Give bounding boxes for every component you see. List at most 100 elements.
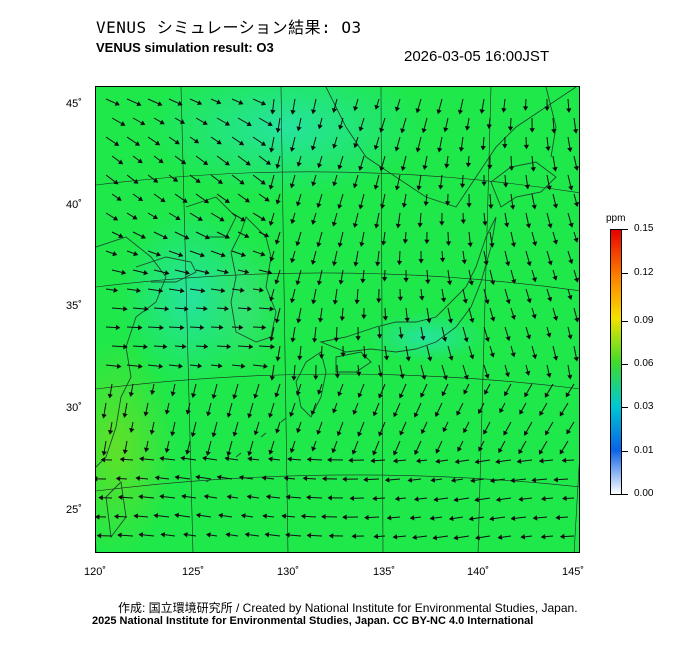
wind-arrow-head	[261, 324, 267, 331]
wind-arrow-head	[134, 141, 141, 146]
wind-arrow-head	[149, 429, 155, 435]
wind-arrow-head	[100, 457, 106, 463]
wind-arrow-head	[290, 258, 296, 264]
colorbar-tick	[622, 407, 628, 408]
wind-arrow-head	[203, 343, 209, 350]
wind-arrow-head	[312, 338, 318, 343]
wind-arrow-head	[484, 299, 490, 305]
wind-arrow-head	[475, 534, 480, 541]
wind-arrow-head	[438, 185, 444, 190]
wind-arrow-head	[545, 146, 551, 152]
wind-arrow-head	[264, 232, 270, 238]
korea-coast	[230, 216, 277, 343]
wind-arrow-head	[179, 324, 185, 331]
colorbar-unit: ppm	[606, 213, 626, 224]
wind-arrow-head	[489, 515, 495, 522]
wind-arrow-head	[501, 108, 507, 113]
wind-arrow-head	[444, 163, 450, 169]
wind-arrow-head	[484, 373, 490, 379]
wind-arrow-head	[544, 392, 550, 398]
wind-arrow-head	[275, 163, 281, 169]
wind-arrow-head	[289, 448, 295, 454]
wind-arrow-head	[311, 181, 317, 187]
wind-arrow-head	[359, 242, 365, 247]
wind-arrow-head	[421, 128, 427, 134]
wind-arrow-head	[306, 494, 311, 501]
wind-arrow-head	[375, 261, 381, 267]
wind-arrow-head	[195, 474, 201, 480]
wind-arrow-head	[306, 456, 312, 463]
copyright-line: 2025 National Institute for Environmenta…	[92, 615, 534, 627]
wind-arrow-head	[358, 204, 364, 210]
wind-arrow-head	[434, 411, 440, 417]
wind-arrow-head	[495, 458, 501, 465]
wind-arrow-head	[394, 495, 400, 502]
wind-arrow-head	[101, 413, 107, 419]
wind-arrow-head	[518, 496, 523, 502]
wind-arrow-head	[296, 318, 302, 324]
wind-arrow-head	[179, 119, 186, 124]
wind-arrow-head	[342, 476, 347, 482]
wind-arrow-head	[526, 261, 532, 267]
wind-arrow-head	[448, 515, 454, 522]
wind-arrow-head	[551, 129, 557, 134]
wind-arrow-head	[547, 296, 553, 302]
wind-arrow-head	[566, 108, 572, 113]
wind-arrow-head	[317, 163, 323, 169]
title-japanese: VENUS シミュレーション結果: O3	[96, 18, 362, 37]
wind-arrow-head	[337, 391, 343, 397]
wind-arrow-head	[113, 287, 119, 293]
wind-arrow-head	[525, 370, 531, 376]
wind-arrow-head	[275, 356, 281, 362]
wind-arrow-head	[268, 412, 274, 419]
wind-arrow-head	[443, 127, 449, 133]
wind-arrow-head	[444, 201, 451, 206]
wind-arrow-head	[439, 257, 446, 263]
wind-arrow-head	[274, 279, 280, 285]
wind-arrow-head	[380, 204, 386, 210]
wind-arrow-head	[360, 278, 366, 284]
wind-arrow-head	[573, 356, 579, 362]
wind-arrow-head	[204, 234, 210, 240]
wind-arrow-head	[238, 99, 244, 105]
wind-arrow-head	[490, 280, 496, 286]
wind-arrow-head	[568, 259, 574, 265]
wind-arrow-head	[457, 109, 464, 115]
wind-arrow-head	[98, 495, 103, 501]
wind-arrow-head	[525, 223, 532, 229]
wind-arrow-head	[295, 280, 301, 286]
wind-arrow-head	[113, 141, 120, 146]
wind-arrow-head	[392, 534, 398, 540]
wind-arrow-head	[107, 393, 113, 399]
lat-label-45: 45˚	[66, 98, 82, 110]
wind-arrow-head	[522, 106, 529, 111]
wind-arrow-head	[195, 178, 201, 183]
wind-arrow-head	[263, 363, 268, 369]
wind-arrow-head	[199, 252, 206, 258]
wind-arrow-head	[357, 431, 363, 437]
colorbar-tick	[622, 494, 628, 495]
wind-arrow-head	[113, 179, 119, 185]
wind-arrow-head	[122, 449, 128, 455]
wind-arrow-head	[238, 475, 244, 481]
yellowgreen-region-taiwan	[96, 337, 176, 552]
wind-arrow-head	[489, 242, 495, 248]
wind-arrow-head	[259, 287, 264, 293]
wind-arrow-head	[260, 251, 266, 257]
wind-arrow-head	[240, 513, 246, 519]
wind-arrow-head	[220, 287, 226, 294]
wind-arrow-head	[202, 455, 207, 462]
wind-arrow-head	[552, 275, 558, 281]
wind-arrow-head	[488, 204, 494, 210]
wind-arrow-head	[531, 354, 538, 360]
wind-arrow-head	[466, 203, 472, 208]
lat-label-40: 40˚	[66, 199, 82, 211]
wind-arrow-head	[523, 430, 529, 436]
wind-arrow-head	[164, 270, 170, 276]
wind-arrow-head	[159, 119, 165, 125]
wind-arrow-head	[524, 184, 531, 190]
wind-arrow-head	[121, 269, 127, 276]
wind-arrow-head	[260, 179, 266, 185]
longitude-line	[477, 87, 492, 552]
colorbar-label: 0.03	[634, 401, 654, 412]
